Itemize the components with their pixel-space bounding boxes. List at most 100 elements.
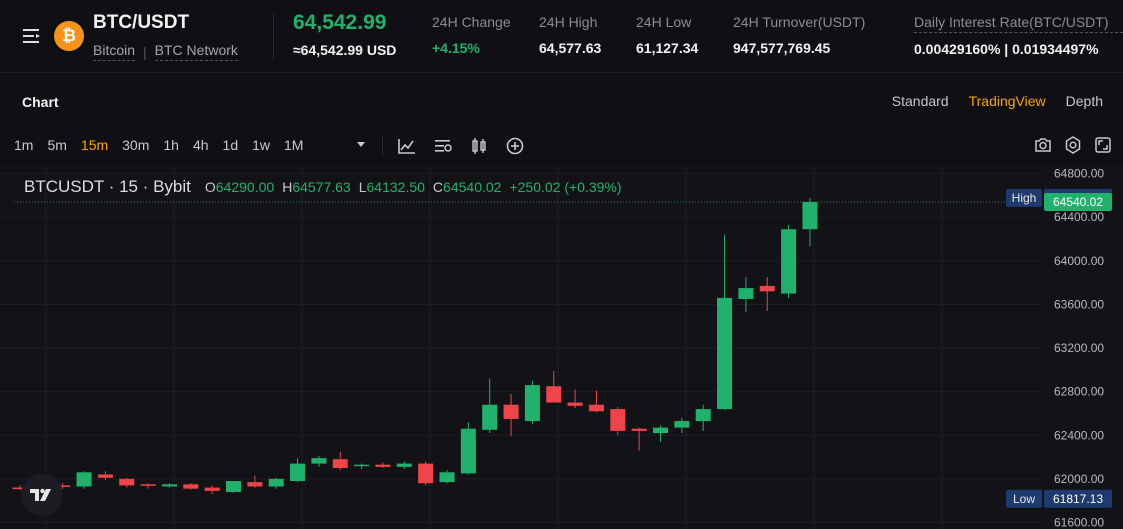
tab-depth[interactable]: Depth bbox=[1065, 93, 1103, 109]
y-tick-label: 64400.00 bbox=[1054, 210, 1104, 224]
last-price-tag-value-box bbox=[1044, 192, 1112, 211]
bitcoin-coin-icon: ₿ bbox=[54, 21, 84, 51]
candle-body bbox=[503, 404, 519, 419]
candle-type-icon[interactable] bbox=[468, 136, 490, 156]
candle-body bbox=[546, 386, 562, 403]
high-tag-label: High bbox=[1012, 191, 1037, 205]
last-price: 64,542.99 bbox=[293, 11, 387, 34]
candle-body bbox=[161, 484, 177, 487]
candle-body bbox=[354, 464, 370, 467]
candle-body bbox=[226, 481, 241, 492]
legend-symbol: BTCUSDT · 15 · Bybit bbox=[24, 177, 191, 196]
y-tick-label: 62800.00 bbox=[1054, 385, 1104, 399]
candle-body bbox=[653, 427, 668, 434]
chart-tools bbox=[396, 136, 526, 156]
low-tag-label-box bbox=[1006, 489, 1042, 508]
trading-pair[interactable]: BTC/USDT bbox=[93, 12, 190, 33]
y-tick-label: 62400.00 bbox=[1054, 428, 1104, 442]
chart-view-tabs: Standard TradingView Depth bbox=[892, 93, 1103, 109]
ohlc-legend: BTCUSDT · 15 · Bybit O64290.00 H64577.63… bbox=[24, 177, 622, 197]
menu-icon[interactable] bbox=[22, 26, 44, 46]
chart-panel-title: Chart bbox=[22, 94, 59, 110]
stat-daily-interest-rate: Daily Interest Rate(BTC/USDT) 0.00429160… bbox=[914, 14, 1123, 57]
y-tick-label: 63200.00 bbox=[1054, 341, 1104, 355]
interval-dropdown-icon[interactable] bbox=[356, 141, 366, 149]
candle-body bbox=[268, 478, 284, 487]
tab-standard[interactable]: Standard bbox=[891, 93, 949, 109]
legend-close: 64540.02 bbox=[443, 179, 502, 195]
candle-body bbox=[588, 404, 604, 412]
stat-value: +4.15% bbox=[432, 40, 480, 56]
stat-label: 24H High bbox=[539, 14, 598, 30]
stat-label: 24H Change bbox=[432, 14, 511, 30]
candle-body bbox=[460, 428, 476, 474]
chart-actions bbox=[1033, 135, 1113, 155]
chart-panel-header: Chart Standard TradingView Depth bbox=[0, 74, 1123, 126]
legend-high-key: H bbox=[282, 179, 293, 195]
candle-body bbox=[524, 385, 540, 422]
interval-1M[interactable]: 1M bbox=[284, 137, 304, 153]
candle-body bbox=[439, 472, 455, 483]
candle-body bbox=[738, 288, 754, 299]
legend-change: +250.02 (+0.39%) bbox=[509, 179, 622, 195]
stat-24h-turnover: 24H Turnover(USDT) 947,577,769.45 bbox=[733, 14, 865, 56]
candle-body bbox=[55, 485, 71, 487]
usd-price: ≈64,542.99 USD bbox=[293, 42, 397, 58]
interval-4h[interactable]: 4h bbox=[192, 137, 209, 153]
interval-1w[interactable]: 1w bbox=[252, 137, 271, 153]
candle-body bbox=[76, 472, 92, 487]
interval-1h[interactable]: 1h bbox=[163, 137, 179, 153]
legend-open-key: O bbox=[204, 179, 216, 195]
legend-low: 64132.50 bbox=[366, 179, 425, 195]
ticker-header: ₿ BTC/USDT Bitcoin | BTC Network 64,542.… bbox=[0, 0, 1123, 73]
legend-low-key: L bbox=[358, 179, 367, 195]
stat-value: 64,577.63 bbox=[539, 40, 602, 56]
candle-body bbox=[759, 285, 775, 292]
fullscreen-icon[interactable] bbox=[1093, 135, 1113, 155]
tradingview-logo-icon[interactable] bbox=[21, 474, 63, 516]
stat-label[interactable]: Daily Interest Rate(BTC/USDT) bbox=[914, 14, 1123, 33]
camera-icon[interactable] bbox=[1033, 135, 1053, 155]
candle-body bbox=[97, 474, 113, 478]
chart-settings-icon[interactable] bbox=[432, 136, 454, 156]
candle-body bbox=[717, 297, 733, 410]
header-divider bbox=[273, 14, 274, 60]
low-tag-value: 61817.13 bbox=[1053, 492, 1103, 506]
add-icon[interactable] bbox=[504, 136, 526, 156]
interval-30m[interactable]: 30m bbox=[122, 137, 150, 153]
candle-body bbox=[482, 404, 498, 430]
coin-name[interactable]: Bitcoin bbox=[93, 42, 136, 61]
stat-24h-change: 24H Change +4.15% bbox=[432, 14, 511, 56]
interval-1m[interactable]: 1m bbox=[14, 137, 34, 153]
interval-1d[interactable]: 1d bbox=[222, 137, 239, 153]
legend-close-key: C bbox=[432, 179, 444, 195]
candle-body bbox=[311, 458, 327, 464]
y-tick-label: 61600.00 bbox=[1054, 515, 1104, 529]
interval-15m[interactable]: 15m bbox=[80, 137, 109, 153]
candle-body bbox=[781, 229, 797, 294]
candlestick-chart[interactable]: 64800.00 64400.00 64000.00 63600.00 63200.00… bbox=[0, 166, 1123, 529]
network-name[interactable]: BTC Network bbox=[154, 42, 238, 61]
candle-body bbox=[332, 459, 348, 468]
stat-24h-high: 24H High 64,577.63 bbox=[539, 14, 601, 56]
y-tick-label: 62000.00 bbox=[1054, 472, 1104, 486]
stat-label: 24H Low bbox=[636, 14, 692, 30]
candle-body bbox=[183, 484, 199, 489]
candle-body bbox=[695, 409, 711, 422]
price-chart[interactable]: 64800.00 64400.00 64000.00 63600.00 63200.00… bbox=[0, 166, 1123, 529]
interval-5m[interactable]: 5m bbox=[47, 137, 67, 153]
toolbar-divider bbox=[382, 136, 383, 156]
candle-body bbox=[290, 463, 306, 482]
tab-tradingview[interactable]: TradingView bbox=[968, 93, 1046, 109]
indicator-icon[interactable] bbox=[396, 136, 418, 156]
candle-body bbox=[247, 482, 263, 487]
candle-body bbox=[802, 201, 818, 230]
chart-toolbar: 1m 5m 15m 30m 1h 4h 1d 1w 1M bbox=[0, 128, 1123, 164]
legend-high: 64577.63 bbox=[292, 179, 351, 195]
candle-body bbox=[396, 463, 412, 467]
stat-value: 61,127.34 bbox=[636, 40, 699, 56]
settings-icon[interactable] bbox=[1063, 135, 1083, 155]
candle-body bbox=[418, 463, 434, 484]
candle-body bbox=[674, 421, 690, 428]
candle-body bbox=[204, 487, 220, 491]
